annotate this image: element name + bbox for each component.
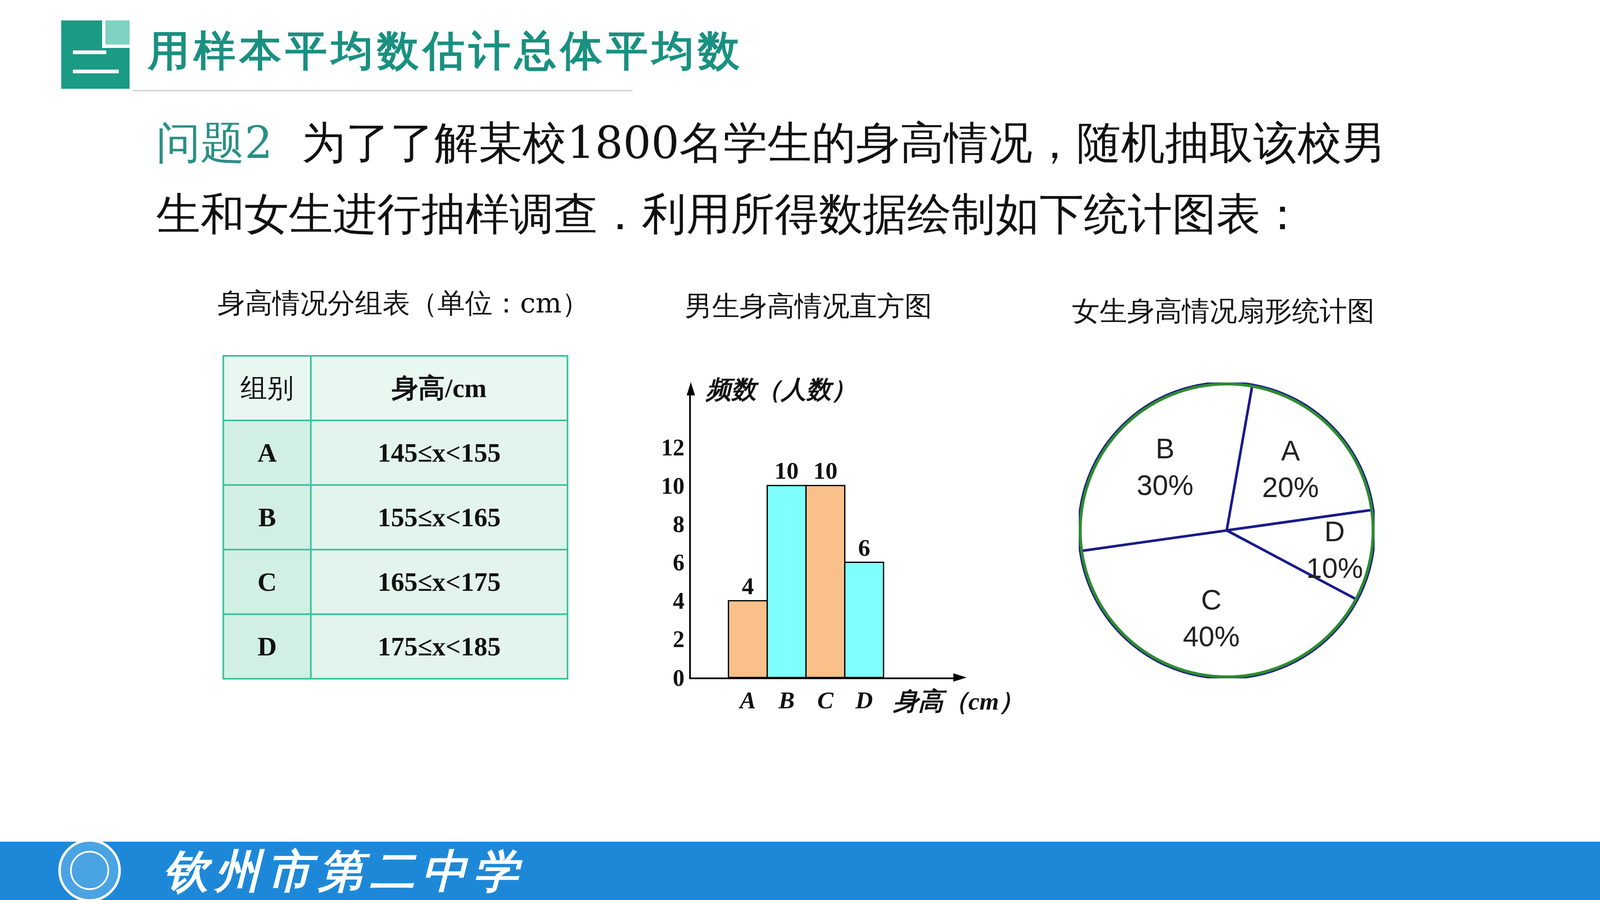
html-text:男生身高情况直方图: 男生身高情况直方图 [684, 290, 933, 323]
svg-text:D: D [855, 686, 873, 714]
svg-text:10: 10 [813, 457, 838, 485]
svg-text:B30%: B30% [1136, 432, 1194, 501]
svg-text:频数（人数）: 频数（人数） [705, 375, 857, 404]
svg-text:6: 6 [857, 534, 870, 562]
html-text:生和女生进行抽样调查．利用所得数据绘制如下统计图表：: 生和女生进行抽样调查．利用所得数据绘制如下统计图表： [156, 188, 1305, 240]
svg-text:0: 0 [672, 665, 685, 691]
svg-text:10: 10 [661, 472, 685, 499]
html-text:B: B [258, 502, 276, 532]
html-text:D: D [257, 631, 277, 662]
svg-text:2: 2 [672, 626, 685, 653]
svg-text:4: 4 [672, 587, 685, 614]
html-text:A: A [257, 437, 277, 468]
html-text:女生身高情况扇形统计图: 女生身高情况扇形统计图 [1072, 295, 1375, 328]
html-text:用样本平均数估计总体平均数: 用样本平均数估计总体平均数 [147, 26, 744, 75]
svg-text:身高（cm）: 身高（cm） [892, 687, 1024, 715]
svg-text:8: 8 [672, 511, 685, 538]
svg-text:4: 4 [741, 572, 754, 600]
html-text:为了了解某校1800名学生的身高情况，随机抽取该校男: 为了了解某校1800名学生的身高情况，随机抽取该校男 [301, 117, 1386, 169]
html-text:145≤x<155: 145≤x<155 [377, 437, 501, 468]
svg-text:6: 6 [672, 549, 685, 576]
html-text:身高情况分组表（单位：cm）: 身高情况分组表（单位：cm） [217, 287, 590, 320]
html-text:钦州市第二中学: 钦州市第二中学 [163, 844, 525, 898]
html-text:155≤x<165: 155≤x<165 [377, 502, 501, 532]
svg-text:C40%: C40% [1182, 583, 1240, 653]
svg-text:A: A [738, 686, 756, 714]
svg-text:12: 12 [661, 434, 685, 461]
html-text:C: C [257, 566, 277, 597]
html-text:身高/cm: 身高/cm [391, 373, 487, 403]
svg-text:C: C [817, 686, 835, 714]
html-text:175≤x<185: 175≤x<185 [377, 631, 501, 662]
svg-text:10: 10 [774, 457, 799, 485]
svg-text:A20%: A20% [1262, 434, 1319, 503]
html-text:组别: 组别 [240, 373, 294, 403]
svg-text:B: B [778, 686, 795, 714]
svg-text:D10%: D10% [1306, 515, 1363, 584]
html-text:165≤x<175: 165≤x<175 [377, 566, 501, 597]
html-text:问题2: 问题2 [156, 117, 273, 169]
